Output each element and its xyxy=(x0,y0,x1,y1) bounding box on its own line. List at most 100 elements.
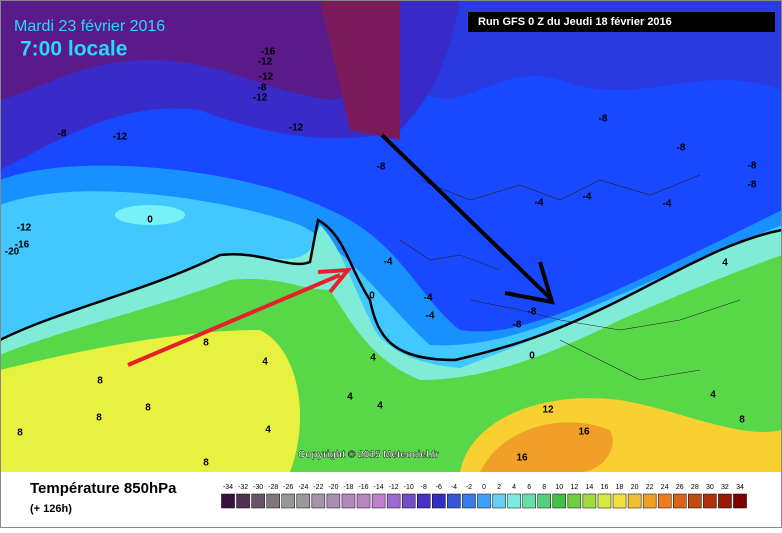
colorbar-swatch xyxy=(492,493,506,509)
footer-title: Température 850hPa xyxy=(30,480,177,497)
footer-lead: (+ 126h) xyxy=(30,503,72,515)
colorbar-tick-label: -22 xyxy=(313,484,323,491)
copyright: Copyright © 2015 Meteociel.fr xyxy=(298,450,439,461)
contour-label: -12 xyxy=(259,72,274,83)
contour-label: 8 xyxy=(203,458,209,469)
map: -16-12-12-8-12-8 -12-12-8-8-8-8-8-12-16-2… xyxy=(0,0,782,472)
colorbar-swatch xyxy=(371,493,386,509)
contour-label: 8 xyxy=(17,428,23,439)
colorbar-tick-label: 4 xyxy=(512,484,516,491)
cold-zone xyxy=(0,0,400,100)
colorbar-swatch xyxy=(627,493,642,509)
colorbar-tick-label: -26 xyxy=(283,484,293,491)
warm-pocket xyxy=(115,205,185,225)
colorbar-swatch xyxy=(672,493,687,509)
contour-label: -12 xyxy=(253,93,268,104)
colorbar-swatch xyxy=(703,493,717,509)
colorbar-tick-label: -20 xyxy=(328,484,338,491)
colorbar-swatch xyxy=(416,493,431,509)
colorbar-swatch xyxy=(552,493,567,509)
colorbar-swatch xyxy=(507,493,521,509)
contour-labels: -16-12-12-8-12-8 -12-12-8-8-8-8-8-12-16-2… xyxy=(5,47,757,469)
contour-label: -16 xyxy=(15,240,30,251)
contour-label: -8 xyxy=(513,320,522,331)
colorbar-tick-label: -4 xyxy=(451,484,457,491)
contour-label: 8 xyxy=(203,338,209,349)
contour-label: -12 xyxy=(258,57,273,68)
colorbar-swatch xyxy=(296,493,311,509)
contour-label: 4 xyxy=(370,353,376,364)
colorbar-swatch xyxy=(522,493,536,509)
colorbar-tick-label: -24 xyxy=(298,484,308,491)
contour-label: -4 xyxy=(663,199,672,210)
colorbar-swatch xyxy=(537,493,552,509)
colorbar-tick-label: -8 xyxy=(421,484,427,491)
colorbar-tick-label: 0 xyxy=(482,484,486,491)
hot-zone xyxy=(480,422,613,472)
contour-label: -8 xyxy=(258,83,267,94)
colorbar-tick-label: -32 xyxy=(238,484,248,491)
cold-zone xyxy=(320,0,400,140)
colorbar-tick-label: -34 xyxy=(223,484,233,491)
contour-label: -12 xyxy=(289,123,304,134)
colorbar-swatch xyxy=(386,493,401,509)
colorbar-tick-label: 2 xyxy=(497,484,501,491)
run: Run GFS 0 Z du Jeudi 18 février 2016 xyxy=(478,16,672,28)
colorbar-swatch xyxy=(341,493,356,509)
contour-label: -8 xyxy=(677,143,686,154)
warm-zone xyxy=(0,330,300,472)
contour-label: -16 xyxy=(261,47,276,58)
contour-label: -8 xyxy=(528,307,537,318)
contour-label: 0 xyxy=(369,291,375,302)
contour-label: -4 xyxy=(426,311,435,322)
contour-label: 0 xyxy=(147,215,153,226)
colorbar-tick-label: -30 xyxy=(253,484,263,491)
contour-label: 4 xyxy=(262,357,268,368)
time: 7:00 locale xyxy=(20,38,127,61)
colorbar-swatch xyxy=(477,493,491,509)
colorbar-tick-label: -16 xyxy=(358,484,368,491)
contour-label: 4 xyxy=(347,392,353,403)
contour-label: 8 xyxy=(97,376,103,387)
contour-label: 0 xyxy=(529,351,535,362)
colorbar-swatch xyxy=(733,493,747,509)
contour-label: -8 xyxy=(599,114,608,125)
colorbar-swatch xyxy=(356,493,371,509)
colorbar-tick-label: -14 xyxy=(374,484,384,491)
colorbar-swatch xyxy=(462,493,476,509)
colorbar-swatch xyxy=(221,493,235,509)
contour-label: -4 xyxy=(583,192,592,203)
contour-label: 4 xyxy=(710,390,716,401)
colorbar-tick-label: 32 xyxy=(721,484,729,491)
colorbar-swatch xyxy=(582,493,597,509)
contour-label: -12 xyxy=(17,223,32,234)
colorbar-swatch xyxy=(311,493,326,509)
contour-label: -12 xyxy=(113,132,128,143)
colorbar-tick-label: 12 xyxy=(570,484,578,491)
contour-label: -4 xyxy=(424,293,433,304)
colorbar-swatch xyxy=(432,493,446,509)
contour-label: 4 xyxy=(377,401,383,412)
contour-label: -8 xyxy=(748,161,757,172)
contour-label: 16 xyxy=(578,427,590,438)
run-box xyxy=(468,12,775,32)
contour-label: 12 xyxy=(542,405,554,416)
colorbar-tick-label: 14 xyxy=(586,484,594,491)
zero-isotherm xyxy=(0,218,782,362)
colorbar-swatch xyxy=(567,493,582,509)
contour-label: 8 xyxy=(96,413,102,424)
colorbar-tick-label: 10 xyxy=(555,484,563,491)
colorbar-swatch xyxy=(326,493,341,509)
colorbar-tick-label: 18 xyxy=(616,484,624,491)
contour-label: -4 xyxy=(535,198,544,209)
colorbar-tick-label: -28 xyxy=(268,484,278,491)
date: Mardi 23 février 2016 xyxy=(14,18,165,35)
colorbar-tick-label: 20 xyxy=(631,484,639,491)
colorbar-swatch xyxy=(718,493,732,509)
colorbar-tick-label: -10 xyxy=(404,484,414,491)
contour-label: 4 xyxy=(265,425,271,436)
colorbar-swatch xyxy=(401,493,416,509)
colorbar-swatch xyxy=(688,493,702,509)
colorbar-tick-label: 30 xyxy=(706,484,714,491)
